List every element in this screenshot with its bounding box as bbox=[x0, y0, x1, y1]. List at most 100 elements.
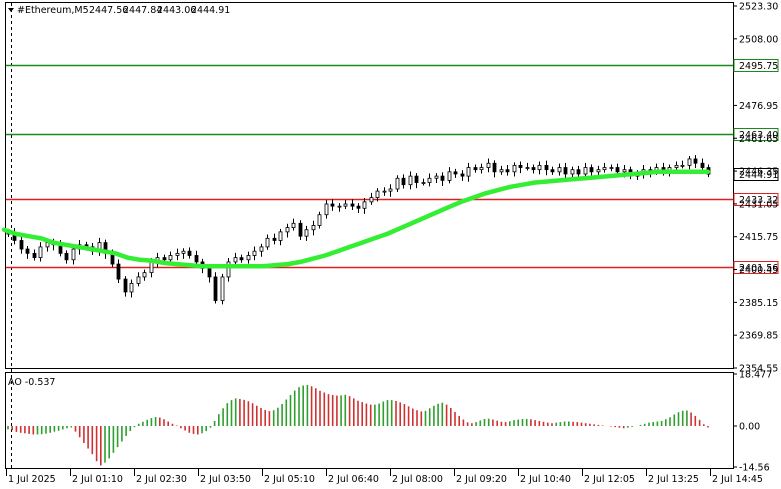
candle-body bbox=[259, 246, 264, 252]
time-tick-label: 2 Jul 02:30 bbox=[136, 474, 187, 485]
candle-body bbox=[505, 169, 510, 173]
candle-body bbox=[123, 278, 128, 293]
main-chart-frame[interactable] bbox=[5, 2, 734, 369]
candle-body bbox=[116, 263, 121, 280]
candle-body bbox=[194, 255, 199, 263]
candle-body bbox=[25, 248, 30, 254]
level-label-box bbox=[733, 128, 779, 141]
time-axis[interactable]: 1 Jul 2025 2 Jul 01:10 2 Jul 02:30 2 Jul 03… bbox=[6, 468, 763, 485]
candle-body bbox=[680, 164, 685, 167]
indicator-label: AO -0.537 bbox=[8, 377, 55, 388]
candle-body bbox=[356, 205, 361, 209]
time-tick-label: 2 Jul 03:50 bbox=[200, 474, 251, 485]
candle-body bbox=[168, 255, 173, 261]
level-label-box bbox=[733, 193, 779, 206]
price-axis[interactable]: 2523.30 2508.00 2476.95 2461.65 2446.35 2431.… bbox=[733, 2, 778, 375]
candle-body bbox=[304, 229, 309, 237]
time-tick-label: 2 Jul 06:40 bbox=[328, 474, 379, 485]
price-tick-label: 2446.35 bbox=[739, 167, 778, 178]
price-tick-label: 2415.75 bbox=[739, 232, 778, 243]
candle-body bbox=[298, 222, 303, 237]
candle-body bbox=[19, 240, 24, 250]
candle-body bbox=[382, 190, 387, 193]
chart-header: #Ethereum,M5 2447.56 2447.84 2443.06 244… bbox=[8, 5, 230, 16]
candle-body bbox=[570, 169, 575, 175]
candle-body bbox=[518, 164, 523, 168]
time-tick-label: 2 Jul 09:20 bbox=[456, 474, 507, 485]
price-tick-label: 2385.15 bbox=[739, 298, 778, 309]
time-tick-label: 2 Jul 12:05 bbox=[584, 474, 635, 485]
candle-body bbox=[246, 255, 251, 261]
candle-body bbox=[350, 203, 355, 207]
time-tick-label: 1 Jul 2025 bbox=[8, 474, 56, 485]
candle-body bbox=[544, 164, 549, 171]
time-tick-label: 2 Jul 01:10 bbox=[72, 474, 123, 485]
candle-body bbox=[317, 214, 322, 226]
price-tick-label: 2369.85 bbox=[739, 331, 778, 342]
candle-body bbox=[427, 177, 432, 183]
candle-body bbox=[213, 276, 218, 301]
candle-body bbox=[343, 203, 348, 207]
indicator-axis[interactable]: 18.477 0.00 -14.56 bbox=[733, 370, 772, 474]
price-tick-label: 2400.45 bbox=[739, 265, 778, 276]
candle-body bbox=[434, 175, 439, 179]
candle-body bbox=[576, 169, 581, 175]
time-tick-label: 2 Jul 13:25 bbox=[648, 474, 699, 485]
candle-body bbox=[278, 231, 283, 241]
candle-body bbox=[265, 237, 270, 248]
candle-body bbox=[557, 167, 562, 173]
candle-body bbox=[479, 167, 484, 171]
candle-body bbox=[129, 282, 134, 293]
price-tick-label: 2431.05 bbox=[739, 199, 778, 210]
time-tick-label: 2 Jul 05:10 bbox=[264, 474, 315, 485]
open-value: 2447.56 bbox=[89, 5, 128, 16]
candle-body bbox=[408, 175, 413, 186]
candle-body bbox=[602, 167, 607, 171]
candle-body bbox=[149, 261, 154, 274]
candle-body bbox=[239, 257, 244, 261]
indicator-frame[interactable] bbox=[5, 372, 734, 469]
candle-body bbox=[369, 197, 374, 203]
candle-body bbox=[674, 164, 679, 168]
candle-body bbox=[388, 188, 393, 192]
candle-body bbox=[32, 252, 37, 259]
low-value: 2443.06 bbox=[157, 5, 196, 16]
candle-body bbox=[324, 203, 329, 216]
candle-body bbox=[486, 162, 491, 168]
candle-body bbox=[142, 272, 147, 278]
price-tick-label: 2476.95 bbox=[739, 101, 778, 112]
support-resistance-levels: 2495.75 2463.40 2433.32 2401.56 2444.91 bbox=[6, 59, 779, 274]
candle-body bbox=[512, 164, 517, 173]
candle-body bbox=[71, 248, 76, 261]
candle-body bbox=[622, 169, 627, 173]
candle-body bbox=[207, 267, 212, 278]
triangle-down-icon[interactable] bbox=[8, 8, 14, 12]
candle-body bbox=[311, 225, 316, 231]
level-label: 2433.32 bbox=[739, 195, 778, 206]
candle-body bbox=[414, 175, 419, 183]
level-label: 2401.56 bbox=[739, 263, 778, 274]
level-label-box bbox=[733, 59, 779, 72]
candle-body bbox=[330, 203, 335, 207]
candle-body bbox=[537, 164, 542, 171]
level-label-box bbox=[733, 261, 779, 274]
candle-body bbox=[700, 162, 705, 168]
price-tick-label: 2523.30 bbox=[739, 2, 778, 13]
candle-body bbox=[589, 167, 594, 173]
candle-body bbox=[609, 167, 614, 169]
candle-body bbox=[38, 246, 43, 259]
current-price-label: 2444.91 bbox=[739, 170, 778, 181]
price-tick-label: 2461.65 bbox=[739, 134, 778, 145]
candle-body bbox=[499, 169, 504, 173]
candle-body bbox=[421, 182, 426, 184]
candle-body bbox=[401, 177, 406, 186]
candle-body bbox=[175, 252, 180, 256]
time-tick-label: 2 Jul 10:40 bbox=[520, 474, 571, 485]
candle-body bbox=[583, 167, 588, 175]
close-value: 2444.91 bbox=[191, 5, 230, 16]
candle-body bbox=[187, 250, 192, 256]
price-tick-label: 2508.00 bbox=[739, 34, 778, 45]
indicator-tick-label: -14.56 bbox=[739, 463, 770, 474]
candle-body bbox=[181, 250, 186, 254]
